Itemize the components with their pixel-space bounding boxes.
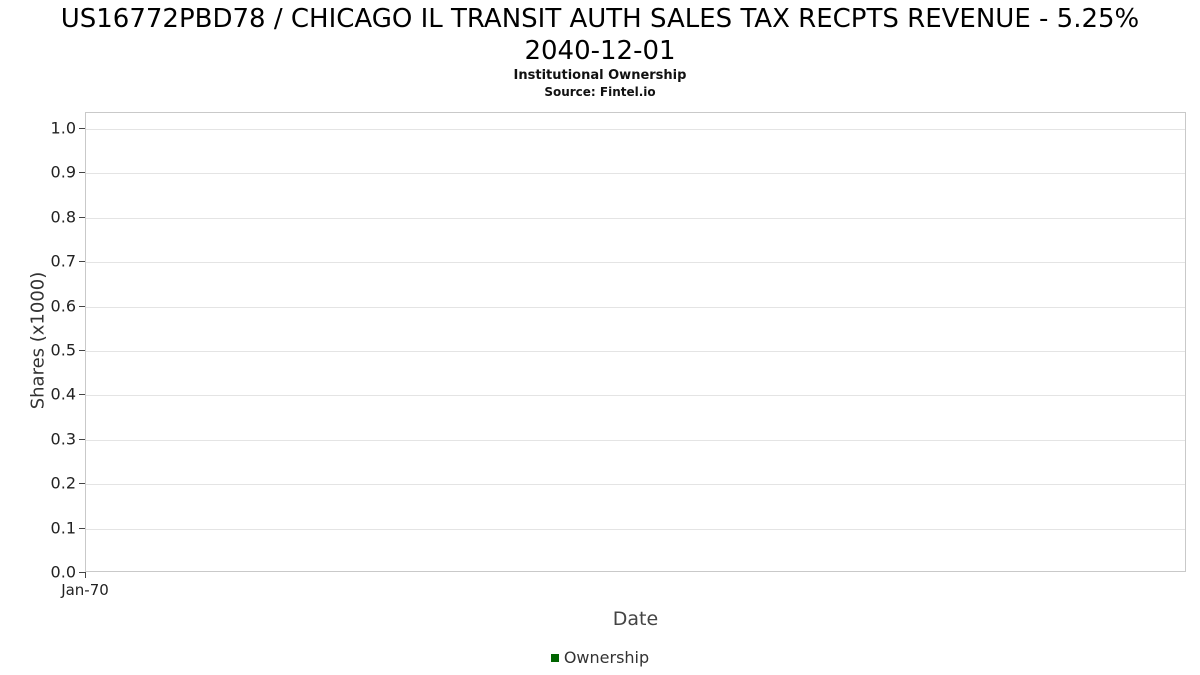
- y-tick-mark: [79, 350, 85, 351]
- chart-title-line1: US16772PBD78 / CHICAGO IL TRANSIT AUTH S…: [60, 4, 1140, 34]
- y-tick-mark: [79, 305, 85, 307]
- gridline: [86, 439, 1185, 441]
- y-tick-label: 0.2: [50, 473, 76, 493]
- gridline: [86, 528, 1185, 530]
- gridline: [86, 217, 1185, 219]
- gridline: [86, 484, 1185, 486]
- y-tick-label: 0.6: [50, 296, 76, 316]
- chart-title-line2: 2040-12-01: [524, 36, 676, 66]
- gridline: [86, 351, 1185, 352]
- y-tick-label: 0.9: [50, 162, 76, 182]
- y-tick-mark: [79, 172, 85, 174]
- chart-subtitle: Institutional Ownership: [513, 68, 687, 83]
- gridline: [86, 173, 1185, 175]
- y-tick-label: 0.4: [50, 384, 76, 404]
- legend-label: Ownership: [563, 648, 650, 667]
- y-tick-mark: [79, 438, 85, 440]
- gridline: [86, 262, 1185, 264]
- gridline: [86, 306, 1185, 308]
- y-tick-label: 0.8: [50, 207, 76, 227]
- plot-area: [85, 112, 1186, 572]
- y-tick-mark: [79, 394, 85, 396]
- y-tick-mark: [79, 483, 85, 485]
- gridline: [86, 395, 1185, 397]
- y-tick-mark: [79, 527, 85, 529]
- chart-source: Source: Fintel.io: [544, 85, 656, 99]
- y-tick-mark: [79, 128, 85, 129]
- y-tick-mark: [79, 572, 85, 573]
- y-tick-label: 1.0: [50, 118, 76, 138]
- y-tick-label: 0.7: [50, 251, 76, 271]
- y-axis-title: Shares (x1000): [27, 271, 49, 410]
- legend: Ownership: [0, 648, 1200, 667]
- y-tick-label: 0.1: [50, 518, 76, 538]
- x-tick-label: Jan-70: [61, 581, 109, 599]
- y-tick-label: 0.5: [50, 340, 76, 360]
- y-tick-mark: [79, 216, 85, 218]
- gridline: [86, 129, 1185, 130]
- x-tick-mark: [85, 572, 86, 578]
- y-tick-label: 0.3: [50, 429, 76, 449]
- y-tick-mark: [79, 261, 85, 263]
- x-axis-title: Date: [612, 608, 659, 630]
- legend-square-icon: [550, 653, 559, 662]
- y-tick-label: 0.0: [50, 562, 76, 582]
